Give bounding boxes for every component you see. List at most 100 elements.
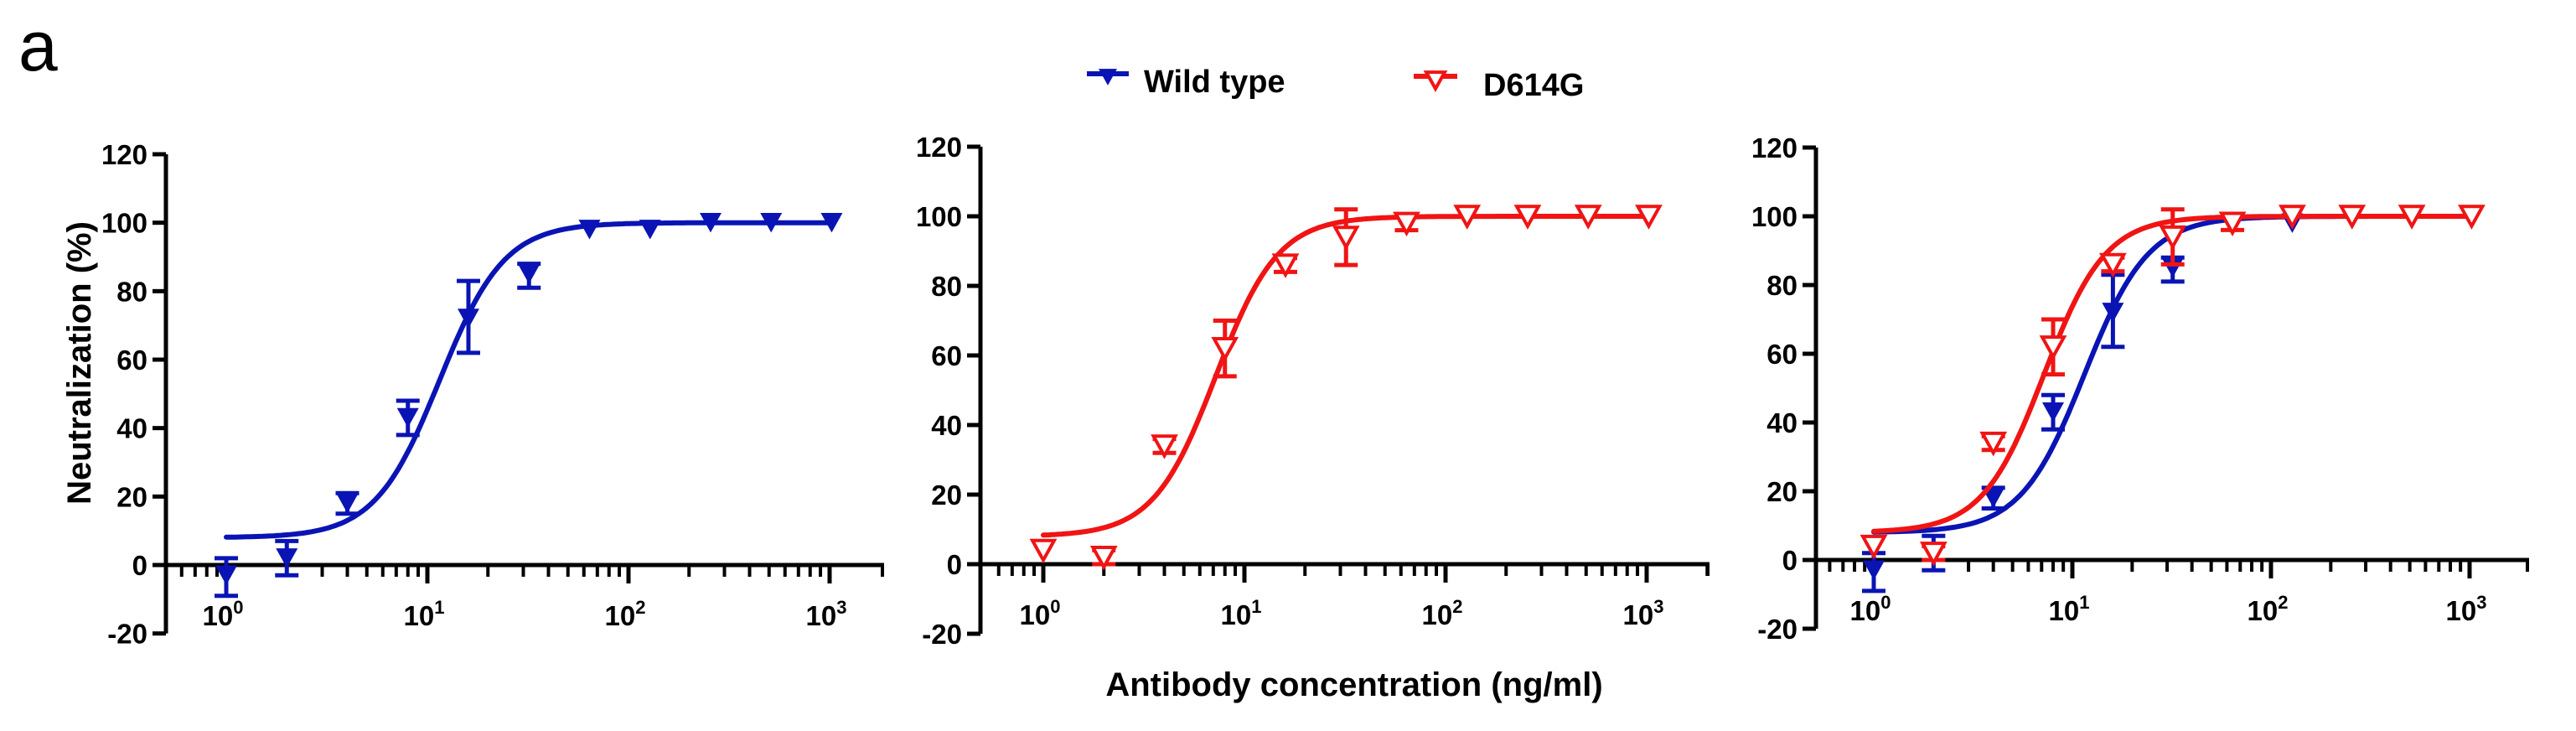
data-point (2398, 205, 2426, 230)
y-tick-label: 0 (132, 550, 147, 581)
data-point (276, 548, 298, 568)
data-point (1211, 337, 1239, 362)
series-d614g (1860, 205, 2485, 567)
x-tick-base: 10 (1850, 595, 1881, 626)
y-tick-label: 120 (1751, 132, 1798, 163)
y-tick-label: 100 (101, 208, 147, 239)
data-point (1393, 211, 1420, 237)
x-tick-exponent: 2 (1452, 596, 1462, 617)
x-tick-exponent: 3 (1653, 596, 1663, 617)
x-tick-label: 102 (2248, 592, 2289, 626)
data-point (1029, 538, 1058, 564)
x-axis-title: Antibody concentration (ng/ml) (1105, 666, 1602, 703)
data-point (639, 220, 661, 240)
x-tick-base: 10 (404, 600, 435, 631)
data-point (2279, 205, 2306, 230)
x-tick-base: 10 (1623, 599, 1654, 630)
data-point (820, 212, 843, 233)
x-tick-label: 102 (1422, 596, 1463, 630)
x-tick-exponent: 0 (1880, 592, 1891, 613)
y-axis-title: Neutralization (%) (61, 221, 98, 505)
x-tick-label: 101 (404, 597, 445, 631)
y-tick-label: 20 (931, 480, 962, 511)
x-tick-base: 10 (2446, 595, 2477, 626)
x-tick-exponent: 0 (233, 597, 243, 618)
y-tick-label: 20 (1766, 476, 1798, 507)
y-tick-label: 60 (931, 340, 962, 371)
y-tick-label: -20 (922, 619, 962, 650)
x-tick-base: 10 (806, 600, 837, 631)
data-point (336, 493, 359, 514)
y-tick-label: 40 (1766, 407, 1798, 438)
data-point (1089, 546, 1118, 571)
data-point (1332, 226, 1360, 251)
x-tick-label: 101 (1221, 596, 1262, 630)
data-point (457, 308, 479, 329)
x-tick-exponent: 0 (1050, 596, 1060, 617)
y-tick-label: -20 (1757, 614, 1798, 645)
y-tick-label: 120 (101, 139, 147, 170)
data-point (760, 212, 783, 233)
data-point (1574, 205, 1602, 230)
y-tick-label: 80 (116, 276, 147, 307)
y-tick-label: 40 (116, 413, 147, 444)
data-point (699, 212, 722, 233)
data-point (1513, 205, 1542, 230)
legend-label-d614g: D614G (1483, 68, 1584, 103)
data-point (1982, 488, 2004, 508)
data-point (1635, 205, 1663, 230)
x-tick-label: 100 (203, 597, 244, 631)
data-point (2458, 205, 2485, 230)
x-tick-base: 10 (1020, 599, 1051, 630)
x-tick-exponent: 1 (1251, 596, 1261, 617)
data-point (1863, 560, 1885, 580)
data-point (2098, 252, 2127, 278)
y-tick-label: 0 (947, 549, 962, 580)
y-tick-label: 100 (1751, 201, 1798, 232)
data-point (1151, 434, 1178, 459)
x-tick-label: 102 (605, 597, 646, 631)
panel-label: a (18, 7, 58, 86)
data-point (215, 565, 237, 585)
x-tick-label: 100 (1020, 596, 1061, 630)
data-point (1860, 534, 1888, 560)
legend-label-wild-type: Wild type (1144, 65, 1285, 100)
x-tick-exponent: 1 (434, 597, 444, 618)
data-point (2042, 402, 2065, 423)
x-tick-base: 10 (2049, 595, 2080, 626)
x-tick-label: 103 (806, 597, 847, 631)
x-tick-exponent: 3 (836, 597, 846, 618)
x-tick-base: 10 (203, 600, 234, 631)
filled-down-triangle-icon (1099, 69, 1117, 86)
y-tick-label: 40 (931, 410, 962, 441)
data-point (396, 407, 419, 428)
x-tick-exponent: 3 (2476, 592, 2486, 613)
x-tick-exponent: 2 (2278, 592, 2288, 613)
y-tick-label: 80 (1766, 270, 1798, 301)
x-tick-label: 103 (2446, 592, 2487, 626)
data-point (2338, 205, 2367, 230)
y-tick-label: 60 (116, 345, 147, 376)
legend: Wild type D614G (1087, 65, 1584, 103)
x-tick-base: 10 (1422, 599, 1453, 630)
fit-curve (224, 220, 835, 540)
x-tick-label: 103 (1623, 596, 1664, 630)
data-point (578, 220, 601, 240)
x-tick-base: 10 (2248, 595, 2279, 626)
legend-item-d614g: D614G (1414, 68, 1584, 103)
y-tick-label: -20 (107, 619, 147, 650)
x-tick-base: 10 (605, 600, 636, 631)
y-tick-label: 0 (1782, 545, 1798, 576)
data-point (1271, 253, 1300, 278)
x-tick-label: 101 (2049, 592, 2090, 626)
data-point (2218, 211, 2247, 237)
data-point (2159, 225, 2187, 251)
x-tick-base: 10 (1221, 599, 1252, 630)
y-tick-label: 120 (916, 132, 962, 163)
open-down-triangle-icon (1423, 70, 1448, 93)
x-tick-exponent: 2 (635, 597, 645, 618)
y-tick-label: 80 (931, 271, 962, 302)
